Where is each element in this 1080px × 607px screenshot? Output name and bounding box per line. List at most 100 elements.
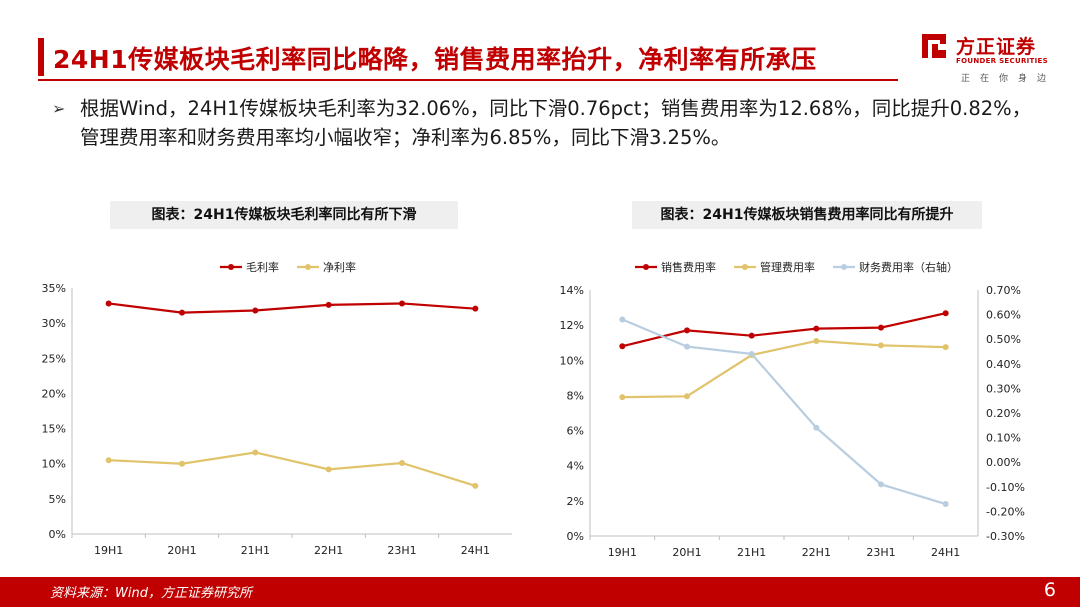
y-tick-label: 0% xyxy=(567,530,584,543)
y2-tick-label: -0.30% xyxy=(986,530,1025,543)
series-line-2 xyxy=(622,339,946,399)
y2-tick-label: -0.10% xyxy=(986,481,1025,494)
y-tick-label: 20% xyxy=(42,387,66,400)
y2-tick-label: 0.20% xyxy=(986,407,1021,420)
data-point xyxy=(878,342,884,349)
legend-swatch-marker xyxy=(305,264,311,270)
x-tick-label: 19H1 xyxy=(94,544,123,557)
x-tick-label: 21H1 xyxy=(737,546,766,559)
chart2-title: 图表：24H1传媒板块销售费用率同比有所提升 xyxy=(632,201,982,229)
y2-tick-label: 0.10% xyxy=(986,432,1021,445)
data-point xyxy=(813,424,820,431)
series-line-1 xyxy=(622,312,946,348)
data-point xyxy=(748,332,755,339)
page-number: 6 xyxy=(1043,579,1056,601)
legend-swatch-marker xyxy=(228,264,234,270)
y2-tick-label: -0.20% xyxy=(986,505,1025,518)
legend-label: 财务费用率（右轴） xyxy=(859,260,958,274)
data-point xyxy=(748,350,755,357)
data-point xyxy=(942,501,949,508)
x-tick-label: 24H1 xyxy=(931,546,960,559)
bullet-arrow-icon: ➢ xyxy=(52,99,66,118)
y2-tick-label: 0.40% xyxy=(986,358,1021,371)
footer-bar xyxy=(0,577,1080,607)
data-point xyxy=(325,466,332,473)
series-line-3 xyxy=(621,318,946,506)
data-point xyxy=(813,337,820,344)
data-point xyxy=(942,344,949,351)
data-point xyxy=(878,481,884,488)
y-tick-label: 2% xyxy=(567,495,584,508)
y-tick-label: 6% xyxy=(567,425,584,438)
legend-swatch-marker xyxy=(643,264,649,270)
data-point xyxy=(472,305,479,312)
data-point xyxy=(684,343,690,350)
legend-label: 毛利率 xyxy=(246,260,279,274)
x-tick-label: 21H1 xyxy=(241,544,270,557)
x-tick-label: 19H1 xyxy=(608,546,637,559)
data-point xyxy=(684,393,690,400)
y-tick-label: 12% xyxy=(560,319,584,332)
data-point xyxy=(105,457,112,464)
logo-tagline: 正在你身边 xyxy=(960,74,1056,84)
data-point xyxy=(878,324,884,331)
y2-tick-label: 0.30% xyxy=(986,382,1021,395)
data-point xyxy=(105,300,112,307)
x-tick-label: 24H1 xyxy=(461,544,490,557)
series-line-2 xyxy=(108,451,476,487)
y-tick-label: 10% xyxy=(560,354,584,367)
data-point xyxy=(684,327,690,334)
chart-expense-ratio: 0% 2% 4% 6% 8% 10% 12% 14% -0.30% -0.20% -0.10% 0.0… xyxy=(560,260,1025,559)
data-point xyxy=(942,310,949,317)
brand-logo: 方正证券 FOUNDER SECURITIES 正在你身边 xyxy=(916,28,1056,84)
data-point xyxy=(813,325,820,332)
y2-tick-label: 0.50% xyxy=(986,333,1021,346)
y-tick-label: 8% xyxy=(567,389,584,402)
y2-tick-label: 0.70% xyxy=(986,284,1021,297)
chart1-title: 图表：24H1传媒板块毛利率同比有所下滑 xyxy=(110,201,458,229)
data-point xyxy=(619,394,626,401)
y-tick-label: 35% xyxy=(42,282,66,295)
x-tick-label: 20H1 xyxy=(167,544,196,557)
y-tick-label: 25% xyxy=(42,352,66,365)
summary-bullet: 根据Wind，24H1传媒板块毛利率为32.06%，同比下滑0.76pct；销售… xyxy=(80,97,1032,149)
founder-logo-icon xyxy=(922,34,946,58)
x-tick-label: 23H1 xyxy=(866,546,895,559)
data-point xyxy=(399,460,405,467)
data-point xyxy=(179,309,185,316)
y-tick-label: 15% xyxy=(42,423,66,436)
x-tick-label: 23H1 xyxy=(387,544,416,557)
data-point xyxy=(619,343,626,350)
title-accent-bar xyxy=(38,38,44,76)
data-point xyxy=(325,301,332,308)
legend-swatch-marker xyxy=(841,264,847,270)
data-point xyxy=(619,316,626,323)
page-title: 24H1传媒板块毛利率同比略降，销售费用率抬升，净利率有所承压 xyxy=(53,45,817,74)
data-point xyxy=(472,482,479,489)
legend-label: 管理费用率 xyxy=(760,260,815,274)
logo-name-cn: 方正证券 xyxy=(956,36,1037,58)
x-tick-label: 22H1 xyxy=(314,544,343,557)
legend-swatch-marker xyxy=(742,264,748,270)
data-point xyxy=(252,449,259,456)
y-tick-label: 0% xyxy=(49,528,66,541)
data-point xyxy=(252,307,259,314)
y-tick-label: 5% xyxy=(49,493,66,506)
series-line-1 xyxy=(108,302,476,314)
data-point xyxy=(179,460,185,467)
source-note: 资料来源：Wind，方正证券研究所 xyxy=(50,586,252,601)
title-underline xyxy=(38,79,898,81)
y2-tick-label: 0.00% xyxy=(986,456,1021,469)
legend-label: 净利率 xyxy=(323,260,356,274)
y-tick-label: 30% xyxy=(42,317,66,330)
x-tick-label: 20H1 xyxy=(672,546,701,559)
legend-label: 销售费用率 xyxy=(661,260,716,274)
x-tick-label: 22H1 xyxy=(802,546,831,559)
y2-tick-label: 0.60% xyxy=(986,309,1021,322)
data-point xyxy=(399,300,405,307)
y-tick-label: 14% xyxy=(560,284,584,297)
chart-gross-margin: 0% 5% 10% 15% 20% 25% 30% 35% 19H1 20H1 21H1 22H1 23… xyxy=(42,260,512,557)
y-tick-label: 4% xyxy=(567,460,584,473)
y-tick-label: 10% xyxy=(42,458,66,471)
logo-name-en: FOUNDER SECURITIES xyxy=(956,57,1048,65)
